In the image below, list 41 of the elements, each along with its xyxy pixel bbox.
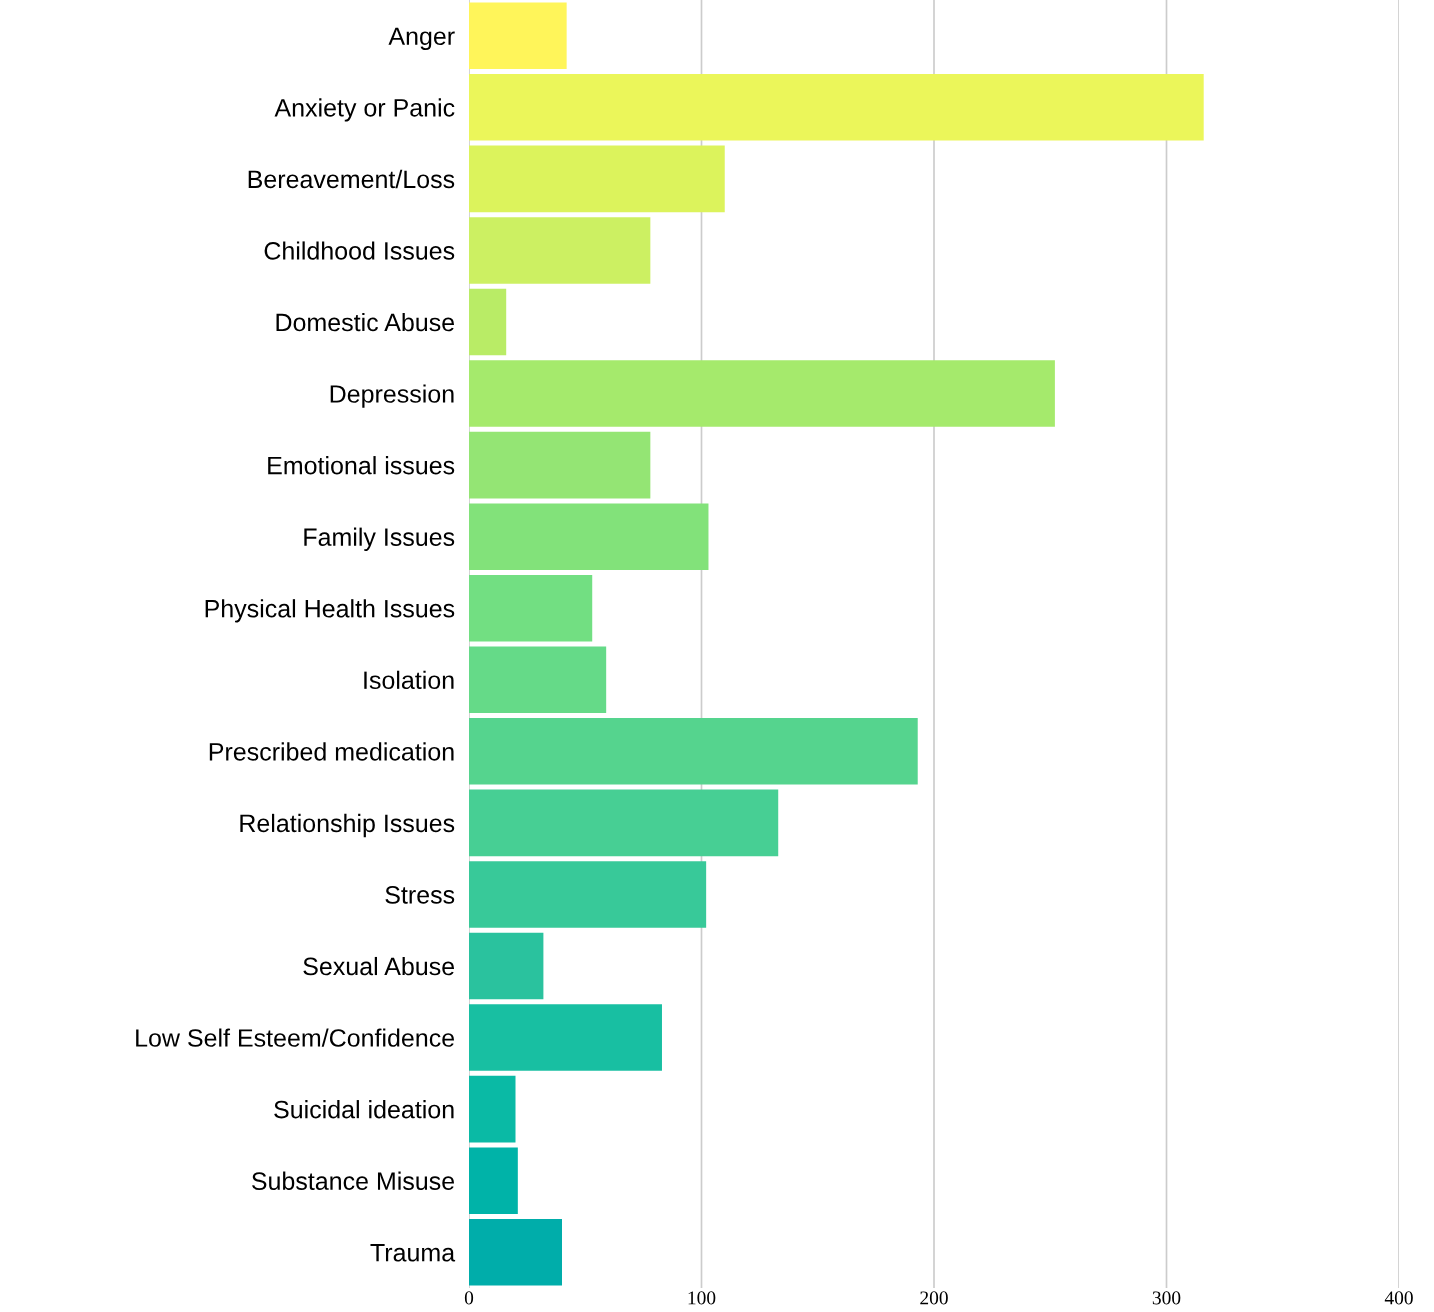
y-tick-label: Emotional issues	[268, 456, 455, 475]
y-tick-label: Relationship Issues	[240, 813, 455, 838]
x-tick-label: 200	[920, 1291, 948, 1305]
x-tick-label: 400	[1384, 1291, 1413, 1305]
y-tick-label: Childhood Issues	[264, 241, 455, 260]
y-tick-label: Suicidal ideation	[274, 1100, 454, 1119]
y-tick-label: Bereavement/Loss	[248, 169, 455, 189]
bar	[469, 2, 567, 70]
y-tick-label: Anxiety or Panic	[274, 98, 455, 122]
y-tick-label: Sexual Abuse	[303, 956, 455, 976]
y-tick-label: Trauma	[370, 1244, 456, 1262]
y-tick-label: Family Issues	[304, 527, 455, 551]
bar	[469, 288, 507, 356]
y-tick-label: Isolation	[364, 670, 454, 690]
bar	[469, 1004, 662, 1071]
bar	[469, 431, 651, 499]
x-tick-label: 100	[688, 1291, 716, 1305]
y-tick-label: Domestic Abuse	[276, 312, 455, 332]
x-tick-label: 300	[1152, 1291, 1181, 1305]
bar	[469, 360, 1055, 427]
bar	[469, 646, 607, 714]
bar	[469, 503, 709, 570]
y-tick-label: Low Self Esteem/Confidence	[136, 1028, 455, 1047]
bar	[469, 718, 918, 785]
y-tick-label: Substance Misuse	[251, 1171, 455, 1190]
bar	[469, 74, 1204, 141]
bar	[469, 861, 707, 928]
bar	[469, 1218, 562, 1286]
y-tick-label: Depression	[330, 384, 454, 408]
y-tick-label: Stress	[385, 886, 455, 904]
bar	[469, 145, 725, 213]
y-tick-label: Prescribed medication	[209, 742, 454, 761]
bar	[469, 932, 544, 1000]
bar	[469, 1075, 516, 1143]
bar	[469, 789, 779, 857]
x-tick-label: 0	[464, 1291, 474, 1305]
bar	[469, 1147, 518, 1214]
bar	[469, 574, 593, 642]
y-tick-label: Physical Health Issues	[205, 599, 455, 623]
y-tick-label: Anger	[388, 27, 455, 51]
bar	[469, 217, 651, 284]
